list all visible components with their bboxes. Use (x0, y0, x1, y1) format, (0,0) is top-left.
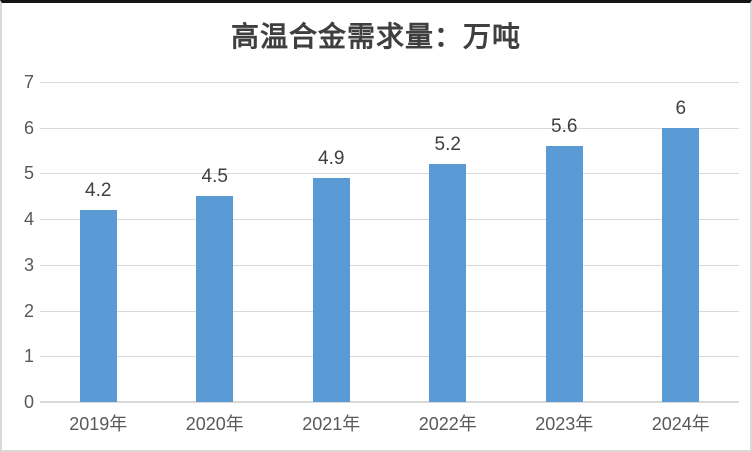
x-axis-category-label: 2020年 (185, 414, 244, 434)
bar (545, 146, 583, 402)
bar-value-label: 4.9 (318, 148, 345, 169)
y-axis-tick-label: 6 (23, 117, 34, 138)
bar-value-label: 5.2 (434, 134, 461, 156)
bar-value-label: 4.2 (85, 180, 112, 201)
y-axis-tick-label: 1 (23, 346, 34, 367)
y-axis-tick-label: 3 (23, 254, 34, 275)
x-axis-category-label: 2021年 (302, 414, 361, 434)
x-axis-category-label: 2019年 (69, 414, 128, 434)
gridline (40, 264, 739, 266)
bar (662, 127, 700, 402)
gridline (40, 219, 739, 221)
gridline (40, 356, 739, 358)
x-axis-line (40, 401, 739, 403)
bar (79, 210, 117, 402)
bar-value-label: 6 (675, 97, 687, 119)
x-axis-category-label: 2022年 (418, 414, 477, 434)
bar-value-label: 5.6 (551, 116, 578, 137)
bar-value-label: 4.5 (201, 166, 228, 188)
gridline (40, 173, 739, 175)
x-axis-category-label: 2024年 (651, 414, 710, 434)
gridline (40, 127, 739, 129)
bar (429, 164, 467, 402)
y-axis-tick-label: 2 (23, 300, 34, 321)
chart-title: 高温合金需求量：万吨 (230, 20, 521, 53)
y-axis-tick-label: 5 (23, 163, 34, 184)
gridline (40, 82, 739, 83)
bar (196, 196, 234, 402)
bar (312, 178, 350, 402)
gridline (40, 310, 739, 312)
y-axis-tick-label: 0 (23, 392, 34, 412)
y-axis-tick-label: 4 (23, 209, 34, 230)
y-axis-tick-label: 7 (23, 72, 34, 92)
x-axis-category-label: 2023年 (535, 414, 594, 434)
